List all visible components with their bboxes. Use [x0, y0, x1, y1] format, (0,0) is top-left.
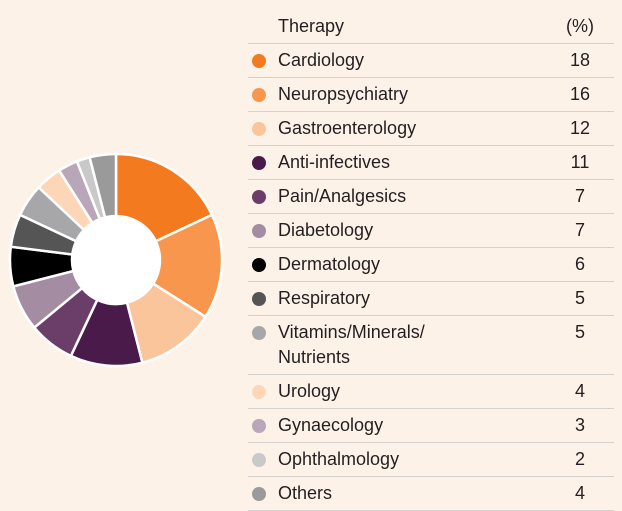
value-label: 18	[569, 50, 591, 70]
donut-hole	[72, 216, 160, 304]
legend-label: Diabetology	[278, 220, 374, 240]
donut-chart	[8, 152, 224, 368]
legend-swatch	[252, 122, 266, 136]
legend-row: Gastroenterology 12	[248, 112, 614, 146]
value-label: 6	[574, 254, 585, 274]
header-percent: (%)	[566, 16, 594, 36]
legend-label: Respiratory	[278, 288, 371, 308]
legend-swatch	[252, 419, 266, 433]
legend-row: Pain/Analgesics 7	[248, 180, 614, 214]
legend-label: Dermatology	[278, 254, 381, 274]
legend-label: Gastroenterology	[278, 118, 417, 138]
value-label: 11	[570, 152, 590, 172]
value-label: 3	[574, 415, 585, 435]
legend-row: Vitamins/Minerals/ Nutrients 5	[248, 316, 614, 375]
value-label: 7	[574, 186, 585, 206]
legend-swatch	[252, 385, 266, 399]
legend-label: Vitamins/Minerals/ Nutrients	[278, 322, 425, 367]
legend-row: Urology 4	[248, 375, 614, 409]
legend-label: Others	[278, 483, 333, 503]
value-label: 4	[574, 483, 585, 503]
header-therapy: Therapy	[278, 16, 345, 36]
legend-row: Cardiology 18	[248, 44, 614, 78]
legend-label: Ophthalmology	[278, 449, 400, 469]
legend-row: Ophthalmology 2	[248, 443, 614, 477]
legend-swatch	[252, 258, 266, 272]
legend-label: Gynaecology	[278, 415, 384, 435]
legend-row: Dermatology 6	[248, 248, 614, 282]
legend-row: Diabetology 7	[248, 214, 614, 248]
legend-row: Anti-infectives 11	[248, 146, 614, 180]
legend-swatch	[252, 292, 266, 306]
legend-label: Anti-infectives	[278, 152, 391, 172]
value-label: 7	[574, 220, 585, 240]
legend-row: Gynaecology 3	[248, 409, 614, 443]
legend-label: Pain/Analgesics	[278, 186, 407, 206]
value-label: 2	[574, 449, 585, 469]
value-label: 12	[569, 118, 591, 138]
value-label: 4	[574, 381, 585, 401]
legend-swatch	[252, 88, 266, 102]
legend-swatch	[252, 224, 266, 238]
value-label: 5	[574, 288, 585, 308]
legend-label: Neuropsychiatry	[278, 84, 409, 104]
value-label: 16	[569, 84, 591, 104]
legend-swatch	[252, 54, 266, 68]
legend-swatch	[252, 326, 266, 340]
legend-label: Cardiology	[278, 50, 365, 70]
legend-label: Urology	[278, 381, 341, 401]
legend-swatch	[252, 190, 266, 204]
table-header: Therapy (%)	[248, 8, 614, 44]
legend-swatch	[252, 453, 266, 467]
legend-swatch	[252, 487, 266, 501]
legend-row: Neuropsychiatry 16	[248, 78, 614, 112]
legend-row: Respiratory 5	[248, 282, 614, 316]
legend-row: Others 4	[248, 477, 614, 511]
legend-swatch	[252, 156, 266, 170]
legend-table: Therapy (%) Cardiology 18 Neuropsychiatry 1…	[248, 8, 614, 511]
value-label: 5	[574, 322, 585, 342]
